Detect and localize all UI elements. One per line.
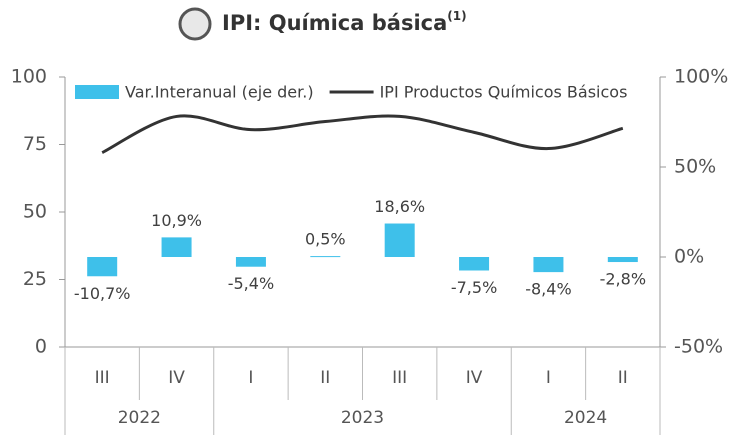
data-label: 18,6%	[374, 197, 425, 216]
y2-tick-label: 100%	[674, 66, 728, 88]
legend-swatch	[75, 85, 119, 99]
chart-title-text: IPI: Química básica	[222, 11, 447, 35]
bar	[533, 257, 564, 273]
y2-tick-label: 0%	[674, 246, 704, 268]
x-tick-label: II	[618, 368, 628, 388]
line	[101, 114, 624, 154]
y-tick-label: 75	[23, 133, 47, 155]
y-tick-label: 100	[11, 66, 47, 88]
bar	[459, 257, 490, 271]
y2-tick-label: 50%	[674, 156, 716, 178]
bar	[235, 257, 266, 267]
x-tick-label: III	[392, 368, 407, 388]
bar	[607, 257, 638, 263]
bar	[161, 237, 192, 257]
data-label: 0,5%	[305, 230, 346, 249]
legend-label: IPI Productos Químicos Básicos	[380, 83, 628, 102]
x-tick-label: III	[95, 368, 110, 388]
data-label: -8,4%	[525, 280, 571, 299]
data-label: 10,9%	[151, 211, 202, 230]
data-label: -7,5%	[451, 278, 497, 297]
bar	[87, 257, 118, 277]
data-label: -2,8%	[600, 270, 646, 289]
bar	[310, 256, 341, 258]
group-label: 2023	[341, 408, 384, 428]
group-label: 2022	[118, 408, 161, 428]
y2-tick-label: -50%	[674, 336, 723, 358]
y-tick-label: 50	[23, 201, 47, 223]
x-tick-label: II	[320, 368, 330, 388]
data-label: -5,4%	[228, 274, 274, 293]
x-tick-label: I	[546, 368, 551, 388]
x-tick-label: IV	[466, 368, 483, 388]
chart-title: IPI: Química básica(1)	[222, 9, 467, 36]
y-tick-label: 0	[35, 336, 47, 358]
y-tick-label: 25	[23, 268, 47, 290]
x-tick-label: I	[248, 368, 253, 388]
group-label: 2024	[564, 408, 607, 428]
data-label: -10,7%	[74, 284, 131, 303]
x-tick-label: IV	[168, 368, 185, 388]
title-icon	[178, 7, 212, 41]
title-note: (1)	[447, 9, 466, 23]
bar	[384, 223, 415, 257]
legend-label: Var.Interanual (eje der.)	[125, 83, 314, 102]
